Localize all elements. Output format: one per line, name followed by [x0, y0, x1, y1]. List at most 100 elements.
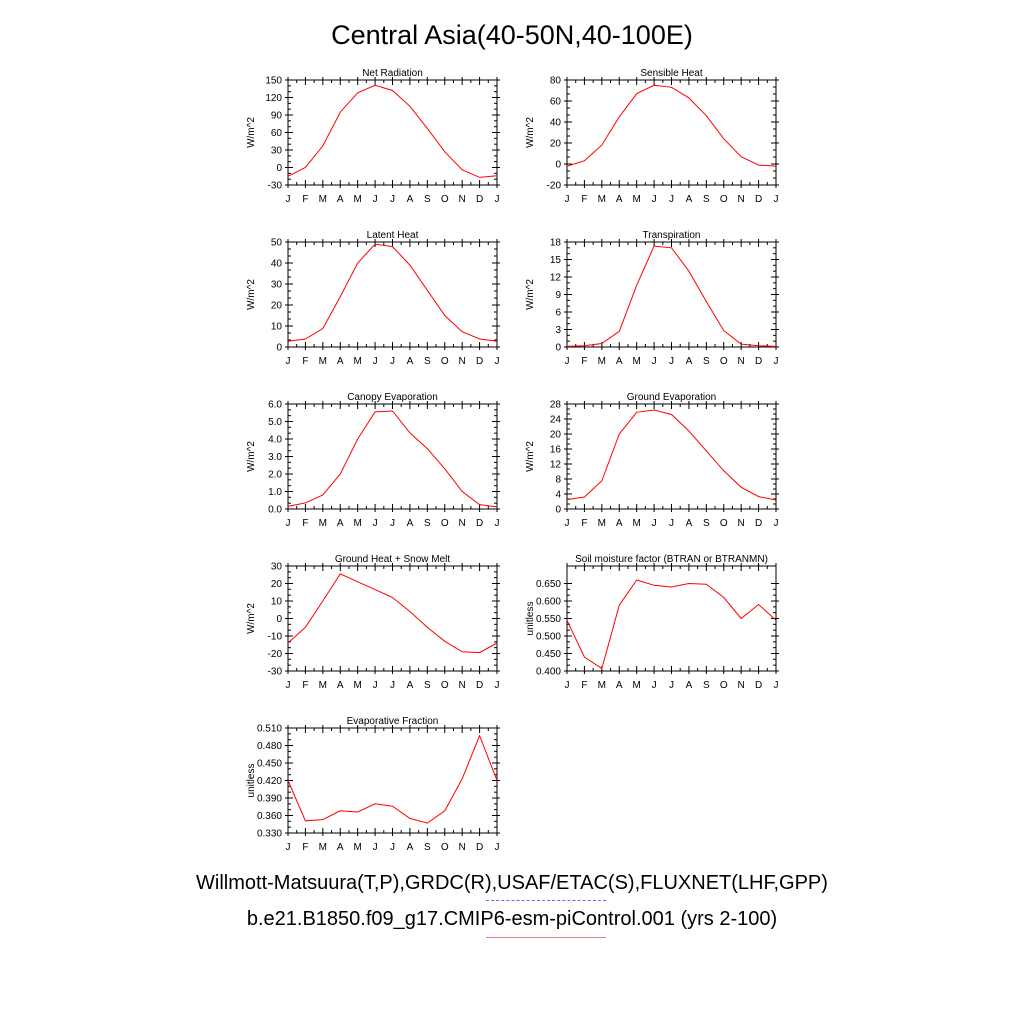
- x-tick-label: A: [686, 680, 693, 691]
- x-tick-label: J: [286, 356, 291, 367]
- data-point: [723, 138, 725, 140]
- x-tick-label: M: [353, 680, 361, 691]
- x-tick-label: M: [632, 518, 640, 529]
- plot-frame: [287, 565, 498, 672]
- data-point: [705, 450, 707, 452]
- panel-title: Ground Evaporation: [627, 392, 717, 403]
- data-point: [618, 116, 620, 118]
- series-line-model: [566, 409, 777, 501]
- y-tick-label: 90: [271, 111, 283, 122]
- x-tick-label: J: [774, 356, 779, 367]
- x-tick-label: M: [353, 842, 361, 853]
- x-tick-label: O: [720, 356, 728, 367]
- y-tick-label: 0.450: [257, 759, 282, 770]
- legend-model-key: [486, 937, 606, 938]
- x-tick-label: S: [424, 194, 431, 205]
- x-tick-label: J: [669, 518, 674, 529]
- x-tick-label: J: [565, 518, 570, 529]
- data-point: [705, 115, 707, 117]
- y-axis-label: unitless: [525, 602, 536, 636]
- x-tick-label: D: [755, 680, 762, 691]
- x-tick-label: J: [495, 518, 500, 529]
- x-tick-label: A: [407, 518, 414, 529]
- panel-title: Latent Heat: [367, 230, 419, 241]
- data-point: [653, 245, 655, 247]
- x-tick-label: D: [476, 680, 483, 691]
- data-point: [688, 270, 690, 272]
- data-point: [705, 300, 707, 302]
- x-tick-label: F: [581, 356, 587, 367]
- y-axis-label: unitless: [246, 764, 257, 798]
- series-line-model: [287, 734, 498, 824]
- x-tick-label: J: [286, 842, 291, 853]
- data-point: [287, 642, 289, 644]
- y-tick-label: 0: [555, 505, 561, 516]
- data-point: [723, 470, 725, 472]
- x-tick-label: J: [565, 356, 570, 367]
- y-tick-label: 24: [550, 415, 562, 426]
- y-tick-label: 20: [550, 430, 562, 441]
- data-point: [409, 610, 411, 612]
- data-point: [374, 411, 376, 413]
- y-axis-label: W/m^2: [246, 117, 257, 148]
- data-point: [478, 651, 480, 653]
- data-point: [444, 151, 446, 153]
- data-point: [635, 411, 637, 413]
- x-tick-label: A: [686, 518, 693, 529]
- y-tick-label: 40: [271, 259, 283, 270]
- data-point: [478, 734, 480, 736]
- panel-title: Evaporative Fraction: [347, 716, 439, 727]
- y-tick-label: 28: [550, 400, 562, 411]
- data-point: [322, 818, 324, 820]
- y-tick-label: 30: [271, 146, 283, 157]
- x-tick-label: M: [598, 194, 606, 205]
- data-point: [287, 175, 289, 177]
- x-tick-label: A: [686, 356, 693, 367]
- x-tick-label: S: [703, 518, 710, 529]
- data-point: [566, 619, 568, 621]
- y-tick-label: -30: [268, 181, 283, 192]
- x-tick-label: N: [459, 842, 466, 853]
- panel-soil-moisture-factor-btran-or-btranmn: Soil moisture factor (BTRAN or BTRANMN) J…: [525, 554, 779, 691]
- series-line-model: [287, 84, 498, 178]
- x-tick-label: A: [337, 356, 344, 367]
- y-tick-label: 0.500: [536, 632, 561, 643]
- x-tick-label: J: [390, 518, 395, 529]
- x-tick-label: D: [755, 194, 762, 205]
- y-tick-label: 6: [555, 308, 561, 319]
- x-tick-label: M: [598, 518, 606, 529]
- y-axis-label: W/m^2: [525, 441, 536, 472]
- data-point: [356, 438, 358, 440]
- x-tick-label: O: [441, 194, 449, 205]
- data-point: [601, 342, 603, 344]
- y-tick-label: 20: [550, 139, 562, 150]
- y-tick-label: 0.390: [257, 794, 282, 805]
- x-tick-label: J: [390, 356, 395, 367]
- x-tick-label: M: [632, 194, 640, 205]
- data-point: [409, 432, 411, 434]
- plot-frame: [566, 241, 777, 348]
- y-tick-label: 80: [550, 76, 562, 87]
- y-axis-label: W/m^2: [246, 603, 257, 634]
- data-point: [444, 468, 446, 470]
- data-point: [757, 164, 759, 166]
- x-tick-label: S: [424, 356, 431, 367]
- data-point: [304, 820, 306, 822]
- data-point: [566, 498, 568, 500]
- x-tick-label: F: [302, 680, 308, 691]
- x-tick-label: O: [720, 518, 728, 529]
- data-point: [723, 329, 725, 331]
- y-tick-label: 30: [271, 562, 283, 573]
- x-tick-label: N: [459, 194, 466, 205]
- y-tick-label: 10: [271, 322, 283, 333]
- x-tick-label: A: [616, 356, 623, 367]
- data-point: [461, 651, 463, 653]
- data-point: [426, 127, 428, 129]
- x-tick-label: J: [373, 680, 378, 691]
- x-tick-label: F: [302, 356, 308, 367]
- y-tick-label: 15: [550, 255, 562, 266]
